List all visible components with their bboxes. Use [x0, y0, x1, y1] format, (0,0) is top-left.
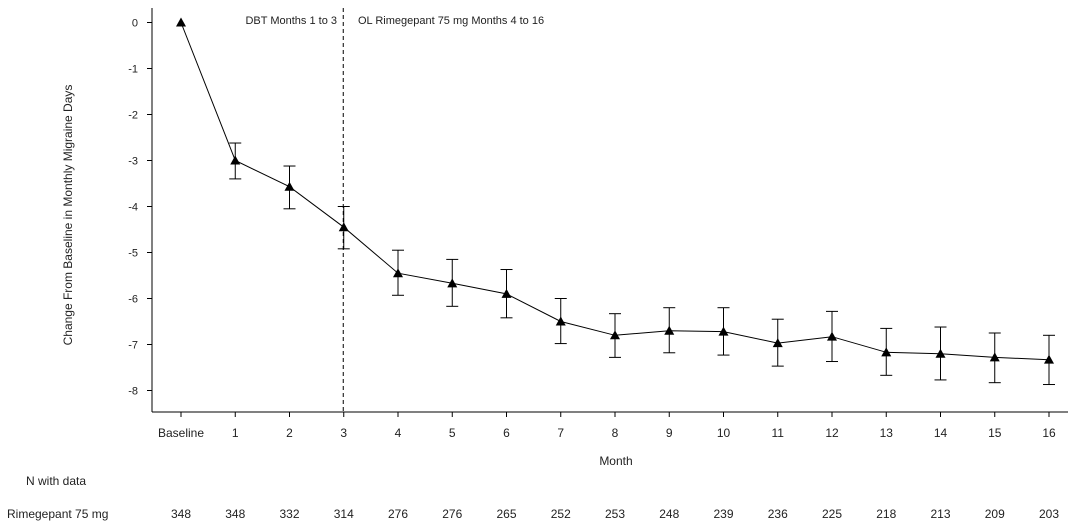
y-tick-label: -1: [128, 64, 138, 76]
x-tick-label: 3: [340, 426, 347, 440]
x-tick-label: 7: [557, 426, 564, 440]
n-table-value: 203: [1039, 507, 1059, 521]
n-table-values: 348 348 332 314 276 276 265 252 253 248 239 236 225 2…: [171, 507, 1059, 521]
x-tick-label: 5: [449, 426, 456, 440]
n-table-value: 276: [388, 507, 408, 521]
n-table-value: 332: [279, 507, 299, 521]
x-tick-label: 8: [612, 426, 619, 440]
x-tick-label: 14: [934, 426, 948, 440]
data-point: [935, 348, 946, 358]
annotation-ol: OL Rimegepant 75 mg Months 4 to 16: [358, 15, 544, 27]
y-tick-label: 0: [132, 18, 138, 30]
n-table-value: 253: [605, 507, 625, 521]
y-tick-label: -4: [128, 202, 138, 214]
n-table-value: 252: [551, 507, 571, 521]
data-point: [881, 347, 892, 357]
x-tick-label: 11: [772, 426, 785, 440]
data-point: [176, 17, 186, 27]
n-table-value: 209: [985, 507, 1005, 521]
x-tick-label: 4: [395, 426, 402, 440]
y-tick-label: -3: [128, 156, 138, 168]
data-marks: [176, 17, 1055, 386]
y-tick-label: -7: [128, 340, 138, 352]
series-line: [180, 22, 1050, 361]
x-tick-label: 15: [988, 426, 1002, 440]
n-table-heading: N with data: [26, 474, 86, 488]
x-tick-label: 12: [825, 426, 839, 440]
data-point: [447, 278, 458, 288]
y-tick-label: -2: [128, 110, 138, 122]
x-tick-label: 16: [1042, 426, 1056, 440]
n-table-value: 218: [876, 507, 896, 521]
data-point: [284, 181, 295, 191]
n-table-value: 348: [225, 507, 245, 521]
n-table-value: 348: [171, 507, 191, 521]
data-point: [555, 316, 566, 326]
data-point: [501, 288, 512, 298]
y-tick-label: -6: [128, 294, 138, 306]
n-table-value: 236: [768, 507, 788, 521]
x-tick-label: 2: [286, 426, 293, 440]
chart-labels: Change From Baseline in Monthly Migraine…: [7, 15, 633, 521]
n-table-value: 276: [442, 507, 462, 521]
x-axis-label: Month: [599, 454, 632, 468]
data-point: [610, 330, 620, 340]
n-table-value: 239: [713, 507, 733, 521]
y-tick-label: -8: [128, 386, 138, 398]
x-tick-label: 13: [880, 426, 894, 440]
n-table-value: 314: [334, 507, 354, 521]
annotation-dbt: DBT Months 1 to 3: [245, 15, 337, 27]
x-tick-label: Baseline: [158, 426, 204, 440]
n-table-row-label: Rimegepant 75 mg: [7, 507, 108, 521]
x-tick-label: 10: [717, 426, 731, 440]
data-point: [772, 338, 783, 348]
n-table-value: 265: [496, 507, 516, 521]
x-tick-label: 6: [503, 426, 510, 440]
data-point: [827, 331, 837, 341]
x-tick-label: 1: [232, 426, 239, 440]
data-point: [989, 352, 1000, 362]
data-point: [664, 325, 675, 335]
n-table-value: 213: [930, 507, 950, 521]
data-point: [718, 326, 729, 336]
y-tick-label: -5: [128, 248, 138, 260]
n-table-value: 248: [659, 507, 679, 521]
n-table-value: 225: [822, 507, 842, 521]
y-axis-label: Change From Baseline in Monthly Migraine…: [61, 85, 75, 346]
data-point: [338, 222, 349, 232]
x-tick-label: 9: [666, 426, 673, 440]
data-point: [393, 268, 403, 278]
data-point: [230, 155, 241, 165]
data-point: [1044, 354, 1054, 364]
